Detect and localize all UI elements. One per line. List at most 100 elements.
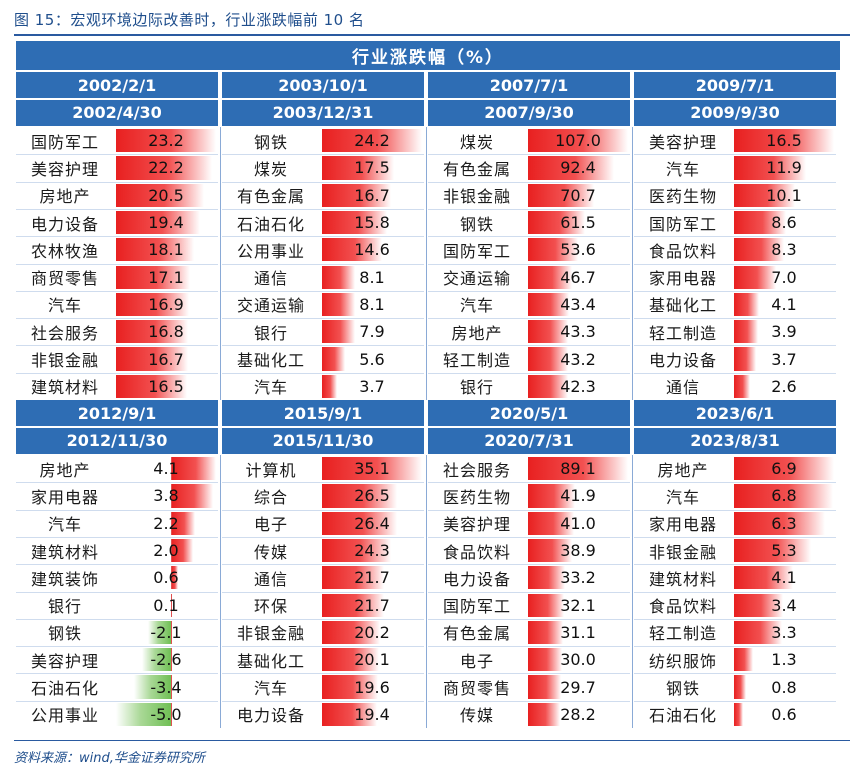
period-end-date: 2023/8/31 — [634, 427, 836, 454]
return-bar — [734, 374, 750, 398]
return-bar — [322, 320, 355, 344]
return-cell: 38.9 — [528, 538, 628, 563]
table-row: 汽车 16.9 — [16, 291, 218, 318]
return-cell: 4.1 — [734, 292, 834, 317]
industry-name: 非银金融 — [442, 187, 511, 207]
row-divider — [634, 154, 836, 156]
return-bar — [528, 292, 569, 317]
industry-name: 国防军工 — [442, 241, 511, 261]
row-divider — [428, 372, 630, 374]
table-row: 家用电器 7.0 — [634, 264, 836, 291]
return-bar — [528, 566, 566, 590]
industry-name: 农林牧渔 — [30, 241, 99, 261]
industry-name: 传媒 — [253, 542, 288, 562]
industry-name: 汽车 — [47, 515, 82, 535]
return-bar — [116, 292, 189, 317]
row-divider — [428, 673, 630, 675]
return-value: 1.3 — [771, 650, 797, 670]
industry-name: 家用电器 — [30, 487, 99, 507]
return-cell: 8.6 — [734, 210, 834, 235]
industry-name: 社会服务 — [442, 460, 511, 480]
return-value: 61.5 — [560, 213, 596, 233]
industry-name: 食品饮料 — [648, 597, 717, 617]
row-divider — [428, 290, 630, 292]
return-bar — [528, 648, 562, 672]
row-divider — [16, 290, 218, 292]
return-bar — [528, 210, 586, 235]
return-bar — [734, 593, 784, 617]
row-divider — [634, 181, 836, 183]
return-value: 4.1 — [153, 459, 179, 479]
return-bar — [528, 484, 576, 508]
row-divider — [634, 646, 836, 648]
return-bar — [142, 648, 171, 672]
return-cell: -3.4 — [116, 675, 216, 699]
row-divider — [634, 482, 836, 484]
industry-name: 钢铁 — [665, 679, 700, 699]
industry-name: 电力设备 — [442, 569, 511, 589]
period-end-date: 2007/9/30 — [428, 99, 630, 126]
return-value: -3.4 — [150, 677, 182, 697]
industry-name: 石油石化 — [236, 214, 305, 234]
industry-name: 汽车 — [253, 679, 288, 699]
table-row: 医药生物 10.1 — [634, 182, 836, 209]
return-cell: 24.2 — [322, 129, 422, 153]
return-value: 19.4 — [148, 213, 184, 233]
return-bar — [734, 702, 743, 726]
table-row: 煤炭 107.0 — [428, 127, 630, 154]
table-row: 综合 26.5 — [222, 482, 424, 509]
return-bar — [116, 210, 200, 235]
zero-axis-line — [170, 620, 172, 645]
industry-name: 轻工制造 — [648, 624, 717, 644]
industry-name: 汽车 — [253, 378, 288, 398]
return-bar — [322, 156, 395, 180]
industry-name: 美容护理 — [442, 515, 511, 535]
row-divider — [16, 318, 218, 320]
return-bar — [528, 702, 560, 726]
row-divider — [222, 154, 424, 156]
table-row: 商贸零售 29.7 — [428, 673, 630, 700]
return-cell: 1.3 — [734, 648, 834, 672]
return-bar — [528, 457, 628, 481]
row-divider — [222, 536, 424, 538]
row-divider — [222, 208, 424, 210]
return-value: 16.5 — [766, 131, 802, 151]
row-divider — [634, 290, 836, 292]
industry-name: 国防军工 — [442, 597, 511, 617]
return-value: 46.7 — [560, 267, 596, 287]
return-value: 30.0 — [560, 650, 596, 670]
return-value: 26.5 — [354, 486, 390, 506]
industry-name: 房地产 — [451, 323, 503, 343]
row-divider — [16, 700, 218, 702]
period-start-date: 2002/2/1 — [16, 72, 218, 98]
return-cell: 16.8 — [116, 320, 216, 344]
zero-axis-line — [170, 457, 172, 481]
industry-name: 煤炭 — [459, 132, 494, 152]
return-bar — [322, 238, 383, 262]
return-bar — [116, 320, 189, 344]
return-bar — [170, 511, 196, 535]
row-divider — [428, 318, 630, 320]
return-cell: 70.7 — [528, 183, 628, 207]
return-bar — [528, 538, 572, 563]
row-divider — [222, 372, 424, 374]
row-divider — [16, 372, 218, 374]
return-cell: 41.0 — [528, 511, 628, 535]
table-row: 煤炭 17.5 — [222, 154, 424, 181]
return-cell: 6.8 — [734, 484, 834, 508]
row-divider — [16, 591, 218, 593]
return-cell: 0.6 — [734, 702, 834, 726]
period-column: 2015/9/1 2015/11/30 计算机 35.1 综合 26.5 电子 26.4 传媒 2… — [222, 400, 424, 727]
return-cell: 6.3 — [734, 511, 834, 535]
table-row: 电子 30.0 — [428, 646, 630, 673]
return-cell: 3.7 — [322, 374, 422, 398]
industry-name: 电力设备 — [648, 351, 717, 371]
table-row: 商贸零售 17.1 — [16, 264, 218, 291]
table-row: 银行 7.9 — [222, 318, 424, 345]
return-bar — [322, 347, 346, 371]
return-bar — [528, 675, 562, 699]
industry-name: 商贸零售 — [30, 269, 99, 289]
return-bar — [116, 702, 171, 726]
return-bar — [528, 129, 628, 153]
row-divider — [428, 482, 630, 484]
